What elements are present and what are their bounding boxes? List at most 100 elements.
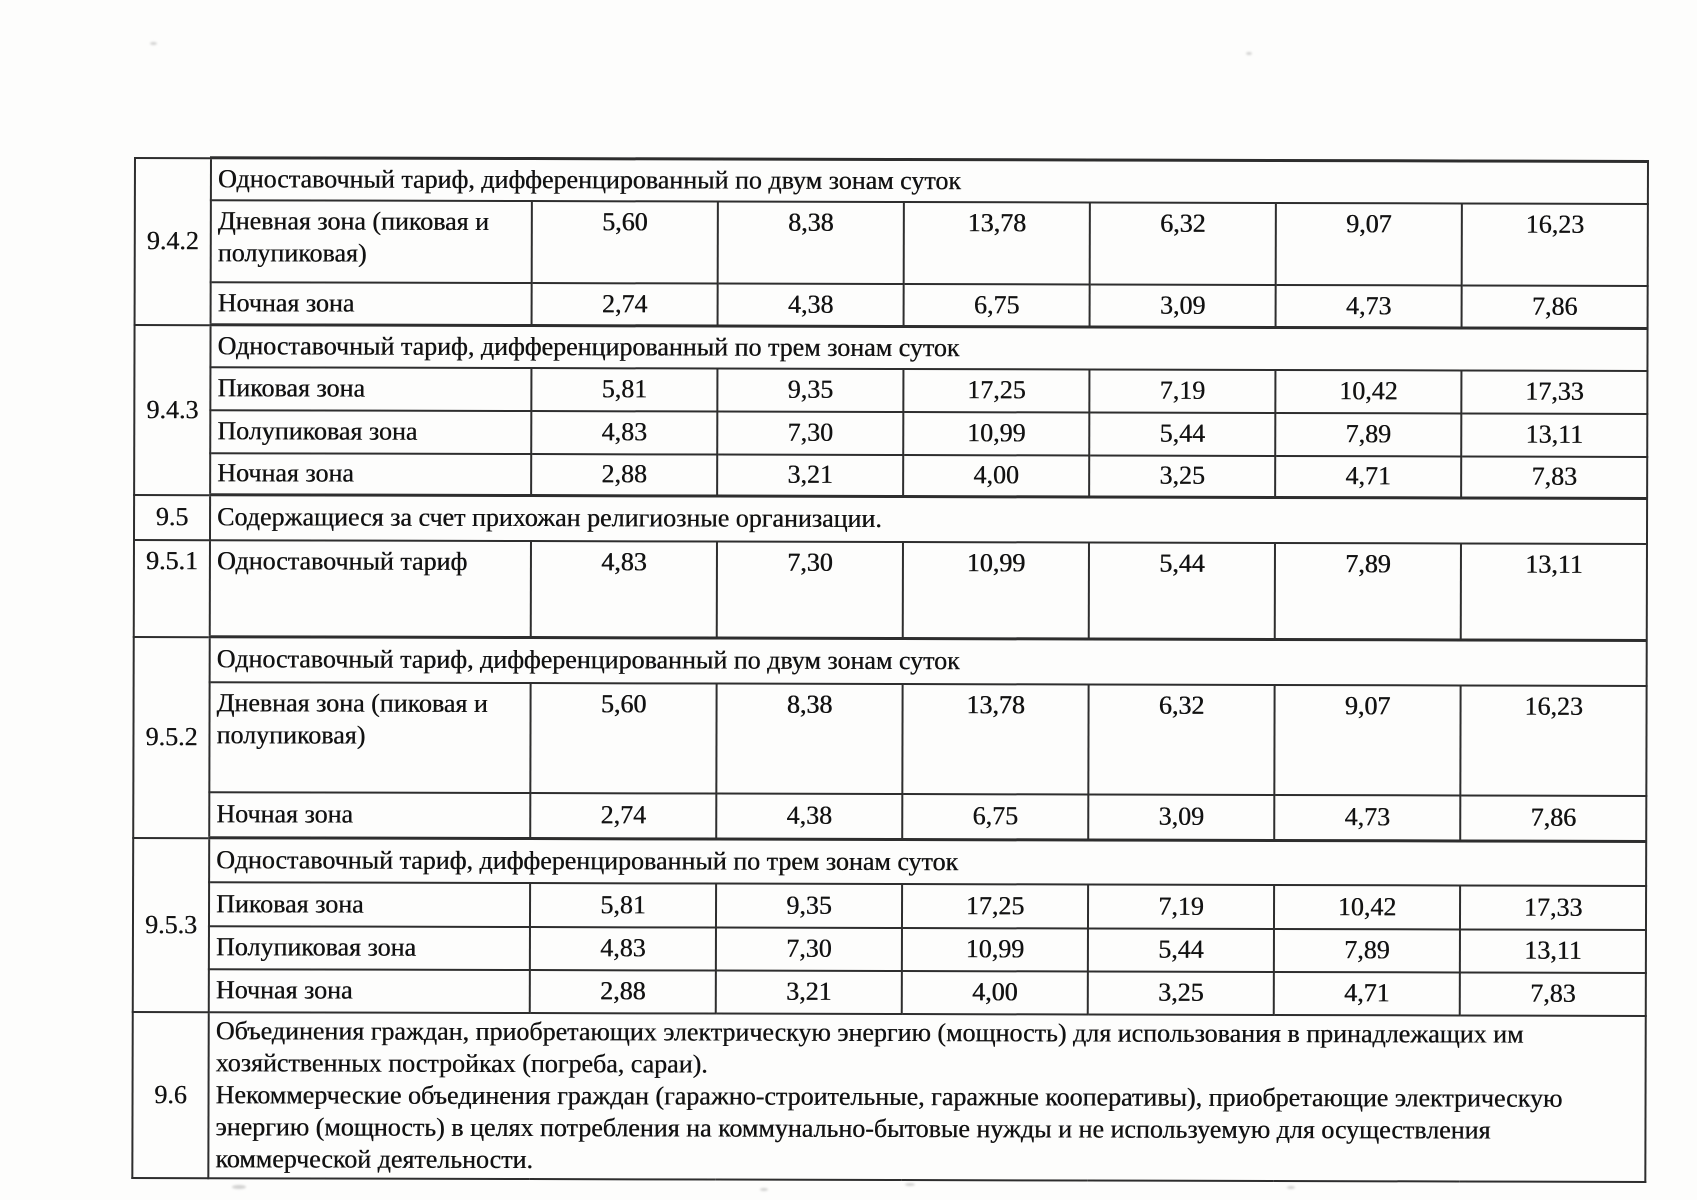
- zone-label: Полупиковая зона: [210, 409, 532, 454]
- tariff-value: 7,19: [1089, 369, 1276, 413]
- scan-noise-speck: [1287, 1186, 1295, 1189]
- tariff-value: 13,11: [1461, 412, 1648, 457]
- tariff-value: 7,89: [1275, 412, 1462, 456]
- zone-label: Ночная зона: [210, 281, 532, 326]
- tariff-value: 4,38: [716, 793, 903, 840]
- tariff-value: 8,38: [717, 201, 904, 284]
- row-number: 9.6: [132, 1011, 209, 1178]
- tariff-value: 7,86: [1460, 794, 1647, 842]
- tariff-table: 9.4.2 Одноставочный тариф, дифференциров…: [131, 156, 1649, 1182]
- tariff-value: 2,74: [530, 792, 717, 840]
- tariff-value: 7,86: [1461, 284, 1648, 329]
- tariff-value: 9,07: [1274, 684, 1461, 795]
- zone-label: Дневная зона (пиковая и полупиковая): [209, 681, 531, 793]
- tariff-value: 5,81: [529, 882, 717, 928]
- table-row: 9.5.1 Одноставочный тариф 4,83 7,30 10,9…: [133, 539, 1648, 641]
- table-row: Дневная зона (пиковая и полупиковая) 5,6…: [135, 199, 1648, 286]
- tariff-value: 4,71: [1275, 455, 1462, 498]
- tariff-value: 4,83: [529, 926, 716, 971]
- tariff-value: 4,00: [903, 454, 1090, 498]
- section-title: Одноставочный тариф, дифференцированный …: [209, 837, 1647, 886]
- tariff-value: 3,09: [1089, 284, 1276, 328]
- tariff-value: 4,83: [530, 540, 717, 639]
- tariff-value: 3,25: [1089, 455, 1276, 498]
- tariff-value: 4,73: [1274, 794, 1461, 841]
- tariff-value: 13,78: [902, 683, 1089, 795]
- tariff-value: 3,25: [1087, 971, 1274, 1015]
- tariff-value: 9,35: [717, 368, 904, 412]
- tariff-value: 9,35: [715, 883, 903, 928]
- tariff-value: 4,71: [1273, 971, 1460, 1015]
- tariff-value: 6,75: [903, 283, 1090, 328]
- tariff-value: 3,09: [1088, 794, 1275, 841]
- zone-label: Пиковая зона: [210, 366, 532, 411]
- tariff-value: 5,44: [1088, 542, 1275, 640]
- table-row: Полупиковая зона 4,83 7,30 10,99 5,44 7,…: [133, 925, 1647, 973]
- scan-noise-speck: [760, 1188, 768, 1191]
- zone-label: Ночная зона: [208, 968, 530, 1013]
- tariff-value: 13,78: [903, 201, 1090, 285]
- zone-label: Ночная зона: [209, 791, 531, 839]
- zone-label: Одноставочный тариф: [209, 539, 531, 638]
- table-row: 9.5.3 Одноставочный тариф, дифференциров…: [132, 837, 1647, 1012]
- zone-label: Полупиковая зона: [208, 925, 530, 970]
- tariff-value: 3,21: [717, 454, 904, 497]
- tariff-value: 10,42: [1273, 884, 1461, 929]
- scan-noise-speck: [232, 1185, 246, 1189]
- table-row: 9.6 Объединения граждан, приобретающих э…: [132, 1011, 1646, 1182]
- table-row: 9.5 Содержащиеся за счет прихожан религи…: [133, 494, 1648, 544]
- table-row: Ночная зона 2,88 3,21 4,00 3,25 4,71 7,8…: [134, 452, 1648, 499]
- tariff-value: 7,83: [1461, 455, 1648, 499]
- tariff-value: 6,75: [902, 793, 1089, 841]
- tariff-value: 13,11: [1460, 542, 1648, 641]
- section-title: Одноставочный тариф, дифференцированный …: [210, 324, 1648, 371]
- section-title: Одноставочный тариф, дифференцированный …: [209, 636, 1647, 686]
- table-row: Ночная зона 2,74 4,38 6,75 3,09 4,73 7,8…: [135, 281, 1648, 329]
- tariff-value: 7,30: [717, 411, 904, 455]
- tariff-value: 16,23: [1460, 684, 1647, 796]
- tariff-value: 17,25: [903, 368, 1090, 413]
- tariff-value: 9,07: [1275, 202, 1462, 285]
- table-row: 9.5.2 Одноставочный тариф, дифференциров…: [133, 636, 1647, 838]
- tariff-value: 2,88: [529, 969, 716, 1014]
- scan-noise-speck: [1246, 52, 1252, 55]
- tariff-value: 3,21: [715, 970, 902, 1014]
- tariff-value: 4,73: [1275, 284, 1462, 328]
- section-description: Объединения граждан, приобретающих элект…: [208, 1011, 1646, 1182]
- scan-noise-speck: [905, 1183, 915, 1186]
- tariff-value: 17,25: [901, 883, 1089, 929]
- zone-label: Пиковая зона: [208, 881, 531, 927]
- tariff-value: 4,00: [901, 970, 1088, 1014]
- tariff-value: 2,88: [531, 453, 718, 497]
- table-row: Ночная зона 2,74 4,38 6,75 3,09 4,73 7,8…: [133, 791, 1647, 842]
- tariff-value: 7,89: [1274, 542, 1461, 640]
- tariff-value: 10,99: [903, 411, 1090, 456]
- row-number: 9.4.3: [134, 324, 211, 495]
- row-number: 9.5.3: [132, 837, 210, 1012]
- tariff-value: 7,89: [1273, 928, 1460, 972]
- description-paragraph: Объединения граждан, приобретающих элект…: [215, 1015, 1524, 1079]
- row-number: 9.5.2: [133, 636, 210, 838]
- table-row: 9.4.2 Одноставочный тариф, дифференциров…: [134, 157, 1649, 325]
- tariff-value: 4,38: [717, 283, 904, 327]
- scan-noise-speck: [150, 42, 157, 45]
- tariff-value: 13,11: [1459, 928, 1647, 973]
- tariff-value: 5,44: [1087, 928, 1274, 972]
- row-number: 9.5.1: [133, 539, 210, 637]
- table-row: Дневная зона (пиковая и полупиковая) 5,6…: [133, 681, 1647, 796]
- zone-label: Ночная зона: [210, 452, 532, 496]
- row-number: 9.5: [133, 494, 211, 540]
- tariff-value: 7,83: [1459, 971, 1646, 1016]
- tariff-value: 10,99: [901, 927, 1088, 971]
- description-paragraph: Некоммерческие объединения граждан (гара…: [215, 1079, 1563, 1174]
- section-title: Содержащиеся за счет прихожан религиозны…: [209, 494, 1648, 544]
- tariff-value: 2,74: [531, 282, 718, 327]
- table-row: Полупиковая зона 4,83 7,30 10,99 5,44 7,…: [134, 409, 1648, 457]
- tariff-value: 10,42: [1275, 369, 1462, 413]
- tariff-value: 6,32: [1088, 684, 1275, 795]
- tariff-table-container: 9.4.2 Одноставочный тариф, дифференциров…: [131, 156, 1649, 1182]
- tariff-value: 7,19: [1087, 884, 1275, 929]
- tariff-value: 17,33: [1461, 369, 1648, 414]
- tariff-value: 5,60: [531, 200, 718, 284]
- table-row: Ночная зона 2,88 3,21 4,00 3,25 4,71 7,8…: [133, 968, 1646, 1016]
